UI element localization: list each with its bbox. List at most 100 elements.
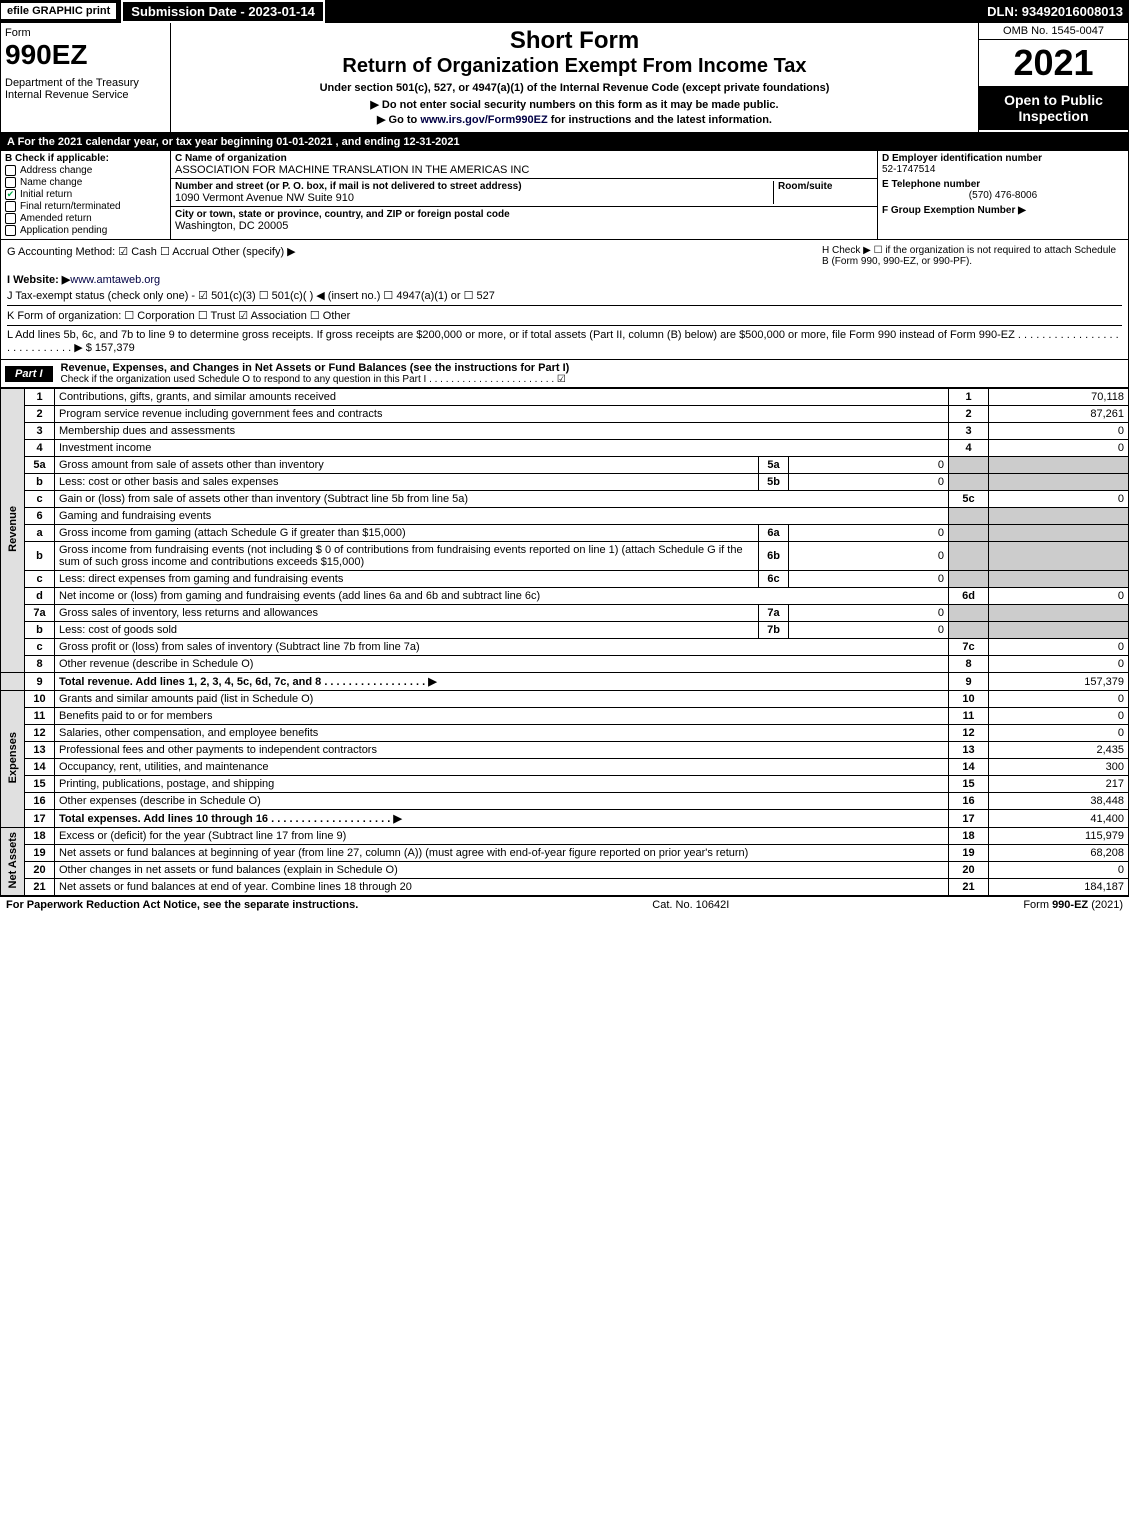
line-8: 8Other revenue (describe in Schedule O)8… [1, 656, 1129, 673]
website-link[interactable]: www.amtaweb.org [70, 274, 160, 286]
line-12: 12Salaries, other compensation, and empl… [1, 725, 1129, 742]
line-10: Expenses 10Grants and similar amounts pa… [1, 691, 1129, 708]
line-5c: cGain or (loss) from sale of assets othe… [1, 491, 1129, 508]
line-7c: cGross profit or (loss) from sales of in… [1, 639, 1129, 656]
line-1: Revenue 1 Contributions, gifts, grants, … [1, 389, 1129, 406]
form-word: Form [5, 27, 166, 39]
checkbox-icon [5, 165, 16, 176]
expenses-section-label: Expenses [1, 691, 25, 828]
grp-label: F Group Exemption Number ▶ [882, 205, 1124, 216]
addr-row: Number and street (or P. O. box, if mail… [171, 179, 877, 207]
efile-label[interactable]: efile GRAPHIC print [0, 2, 117, 20]
ein-label: D Employer identification number [882, 153, 1124, 164]
line-6d: dNet income or (loss) from gaming and fu… [1, 588, 1129, 605]
addr-value: 1090 Vermont Avenue NW Suite 910 [175, 192, 773, 204]
checkbox-icon: ✔ [5, 189, 16, 200]
line-5b: bLess: cost or other basis and sales exp… [1, 474, 1129, 491]
line-21: 21Net assets or fund balances at end of … [1, 879, 1129, 896]
subtitle-2a: ▶ Do not enter social security numbers o… [179, 98, 970, 111]
row-a-tax-year: A For the 2021 calendar year, or tax yea… [0, 133, 1129, 151]
section-b: B Check if applicable: Address change Na… [1, 151, 171, 239]
info-block: B Check if applicable: Address change Na… [0, 151, 1129, 240]
chk-amended-return[interactable]: Amended return [5, 213, 166, 224]
line-16: 16Other expenses (describe in Schedule O… [1, 793, 1129, 810]
tel-label: E Telephone number [882, 179, 1124, 190]
dept-label: Department of the Treasury Internal Reve… [5, 77, 166, 101]
checkbox-icon [5, 201, 16, 212]
room-label: Room/suite [778, 181, 873, 192]
part-1-tab: Part I [5, 366, 53, 382]
subtitle-1: Under section 501(c), 527, or 4947(a)(1)… [179, 82, 970, 94]
row-i: I Website: ▶www.amtaweb.org [7, 273, 1122, 286]
line-6: 6Gaming and fundraising events [1, 508, 1129, 525]
line-6b: bGross income from fundraising events (n… [1, 542, 1129, 571]
row-k: K Form of organization: ☐ Corporation ☐ … [7, 305, 1122, 322]
line-7b: bLess: cost of goods sold7b0 [1, 622, 1129, 639]
ein-value: 52-1747514 [882, 164, 1124, 175]
row-j: J Tax-exempt status (check only one) - ☑… [7, 289, 1122, 302]
line-17: 17Total expenses. Add lines 10 through 1… [1, 810, 1129, 828]
form-header: Form 990EZ Department of the Treasury In… [0, 22, 1129, 133]
footer-left: For Paperwork Reduction Act Notice, see … [6, 899, 358, 911]
section-b-header: B Check if applicable: [5, 153, 166, 164]
part-1-title: Revenue, Expenses, and Changes in Net As… [61, 362, 1124, 374]
city-value: Washington, DC 20005 [175, 220, 873, 232]
main-title: Return of Organization Exempt From Incom… [179, 55, 970, 78]
header-right: OMB No. 1545-0047 2021 Open to Public In… [978, 23, 1128, 132]
line-13: 13Professional fees and other payments t… [1, 742, 1129, 759]
dln: DLN: 93492016008013 [981, 2, 1129, 21]
chk-final-return[interactable]: Final return/terminated [5, 201, 166, 212]
omb-number: OMB No. 1545-0047 [979, 23, 1128, 40]
footer: For Paperwork Reduction Act Notice, see … [0, 896, 1129, 913]
header-center: Short Form Return of Organization Exempt… [171, 23, 978, 132]
city-label: City or town, state or province, country… [175, 209, 873, 220]
org-name-row: C Name of organization ASSOCIATION FOR M… [171, 151, 877, 179]
footer-right: Form 990-EZ (2021) [1023, 899, 1123, 911]
tel-value: (570) 476-8006 [882, 190, 1124, 201]
short-form-title: Short Form [179, 27, 970, 55]
submission-date: Submission Date - 2023-01-14 [121, 0, 325, 23]
line-5a: 5aGross amount from sale of assets other… [1, 457, 1129, 474]
subtitle-2b: ▶ Go to www.irs.gov/Form990EZ for instru… [179, 113, 970, 126]
irs-link[interactable]: www.irs.gov/Form990EZ [420, 114, 547, 126]
checkbox-icon [5, 177, 16, 188]
footer-mid: Cat. No. 10642I [652, 899, 729, 911]
addr-label: Number and street (or P. O. box, if mail… [175, 181, 773, 192]
city-row: City or town, state or province, country… [171, 207, 877, 234]
lines-table: Revenue 1 Contributions, gifts, grants, … [0, 388, 1129, 896]
chk-initial-return[interactable]: ✔Initial return [5, 189, 166, 200]
line-19: 19Net assets or fund balances at beginni… [1, 845, 1129, 862]
checkbox-icon [5, 213, 16, 224]
line-6a: aGross income from gaming (attach Schedu… [1, 525, 1129, 542]
form-number: 990EZ [5, 39, 166, 71]
chk-application-pending[interactable]: Application pending [5, 225, 166, 236]
tax-year: 2021 [979, 40, 1128, 86]
section-d: D Employer identification number52-17475… [878, 151, 1128, 239]
line-7a: 7aGross sales of inventory, less returns… [1, 605, 1129, 622]
line-4: 4Investment income40 [1, 440, 1129, 457]
line-9: 9Total revenue. Add lines 1, 2, 3, 4, 5c… [1, 673, 1129, 691]
chk-address-change[interactable]: Address change [5, 165, 166, 176]
revenue-section-label: Revenue [1, 389, 25, 673]
org-name-value: ASSOCIATION FOR MACHINE TRANSLATION IN T… [175, 164, 873, 176]
mid-rows: G Accounting Method: ☑ Cash ☐ Accrual Ot… [0, 240, 1129, 360]
open-inspection: Open to Public Inspection [979, 86, 1128, 130]
org-name-label: C Name of organization [175, 153, 873, 164]
line-3: 3Membership dues and assessments30 [1, 423, 1129, 440]
row-h: H Check ▶ ☐ if the organization is not r… [822, 245, 1122, 267]
part-1-header: Part I Revenue, Expenses, and Changes in… [0, 360, 1129, 388]
top-bar: efile GRAPHIC print Submission Date - 20… [0, 0, 1129, 22]
row-l: L Add lines 5b, 6c, and 7b to line 9 to … [7, 325, 1122, 354]
line-14: 14Occupancy, rent, utilities, and mainte… [1, 759, 1129, 776]
line-2: 2Program service revenue including gover… [1, 406, 1129, 423]
part-1-check: Check if the organization used Schedule … [61, 374, 1124, 385]
row-g: G Accounting Method: ☑ Cash ☐ Accrual Ot… [7, 245, 822, 267]
line-11: 11Benefits paid to or for members110 [1, 708, 1129, 725]
header-left: Form 990EZ Department of the Treasury In… [1, 23, 171, 132]
checkbox-icon [5, 225, 16, 236]
line-6c: cLess: direct expenses from gaming and f… [1, 571, 1129, 588]
section-c: C Name of organization ASSOCIATION FOR M… [171, 151, 878, 239]
line-15: 15Printing, publications, postage, and s… [1, 776, 1129, 793]
chk-name-change[interactable]: Name change [5, 177, 166, 188]
line-18: Net Assets 18Excess or (deficit) for the… [1, 828, 1129, 845]
